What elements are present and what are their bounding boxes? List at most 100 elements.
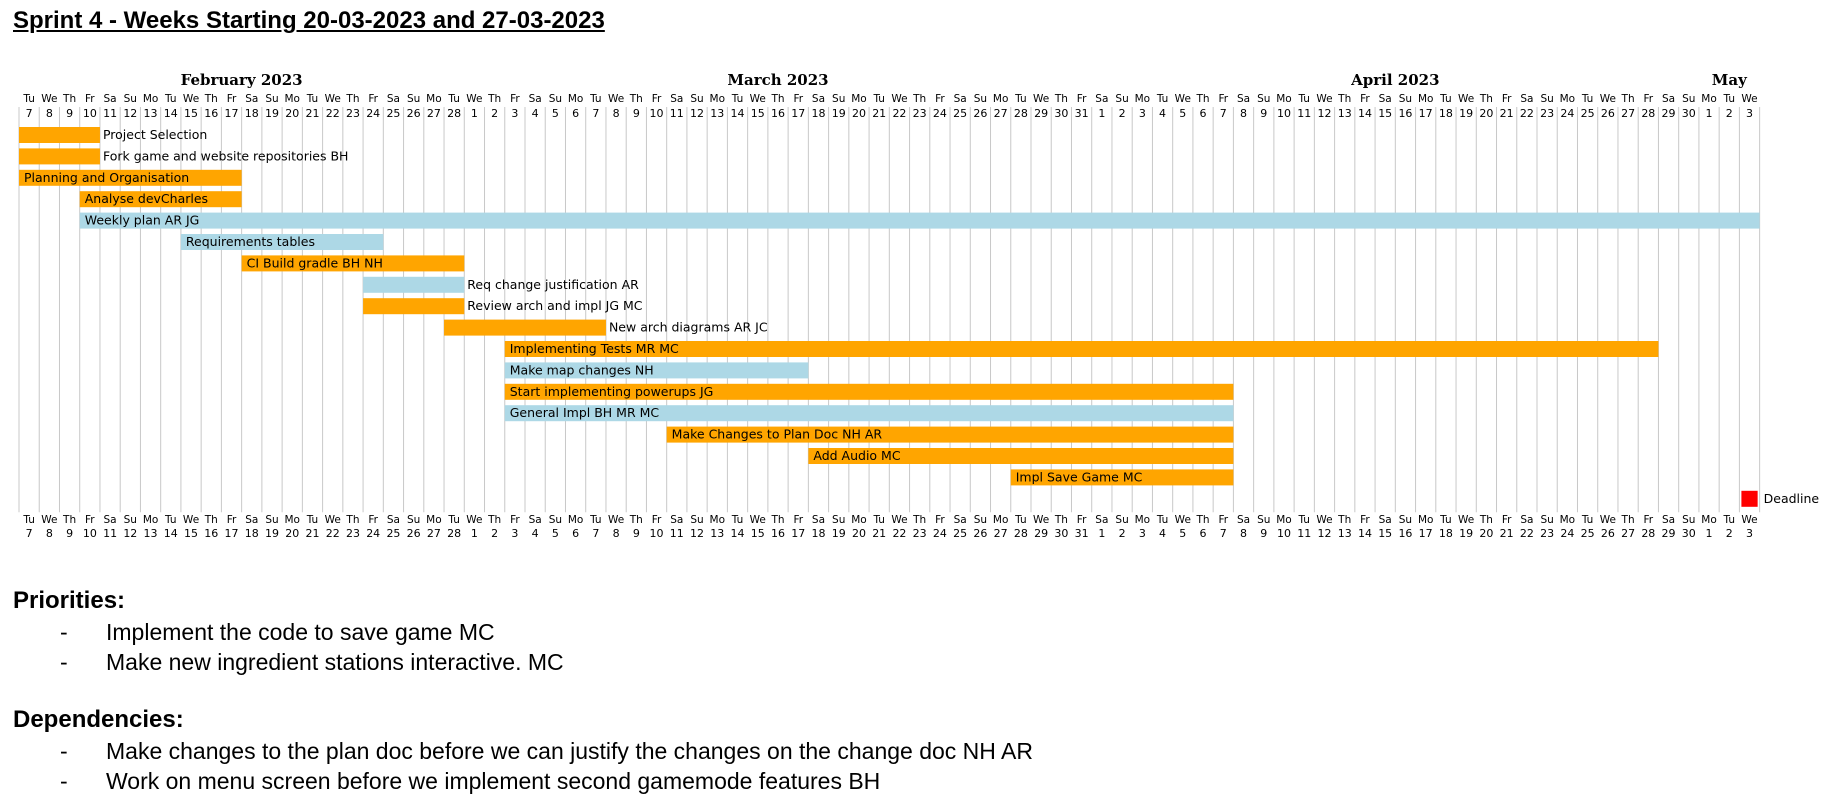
day-number-label: 29	[1034, 107, 1048, 120]
day-name-label: Fr	[368, 93, 378, 105]
day-name-label: Tu	[1014, 93, 1026, 105]
day-number-label: 5	[552, 107, 559, 120]
day-number-label: 26	[407, 107, 421, 120]
day-name-label: Tu	[1581, 514, 1593, 526]
day-number-label: 15	[1378, 107, 1392, 120]
day-name-label: We	[750, 514, 766, 526]
day-name-label: Th	[912, 514, 926, 526]
day-name-label: Tu	[1439, 514, 1451, 526]
day-number-label: 15	[1378, 527, 1392, 540]
day-name-label: Mo	[993, 514, 1008, 526]
day-number-label: 6	[572, 107, 579, 120]
day-number-label: 11	[1297, 107, 1311, 120]
day-number-label: 30	[1682, 107, 1696, 120]
day-name-label: We	[1458, 514, 1474, 526]
day-number-label: 16	[1398, 527, 1412, 540]
day-number-label: 27	[994, 527, 1008, 540]
day-name-label: Su	[549, 514, 562, 526]
day-name-label: Fr	[85, 93, 95, 105]
day-number-label: 22	[1520, 107, 1534, 120]
day-number-label: 7	[26, 527, 33, 540]
day-number-label: 30	[1682, 527, 1696, 540]
day-name-label: Mo	[1418, 514, 1433, 526]
day-number-label: 17	[791, 527, 805, 540]
task-label: Make map changes NH	[510, 362, 654, 377]
day-name-label: We	[183, 514, 199, 526]
priority-text: Make new ingredient stations interactive…	[106, 649, 564, 675]
day-number-label: 2	[1726, 107, 1733, 120]
day-name-label: Mo	[284, 514, 299, 526]
day-number-label: 6	[572, 527, 579, 540]
day-number-label: 1	[1706, 527, 1713, 540]
day-name-label: Sa	[1662, 93, 1675, 105]
task-label: General Impl BH MR MC	[510, 405, 660, 420]
day-name-label: Th	[345, 514, 359, 526]
day-number-label: 20	[285, 527, 299, 540]
day-number-label: 20	[1479, 107, 1493, 120]
day-number-label: 25	[953, 527, 967, 540]
month-label: March 2023	[727, 71, 828, 89]
day-number-label: 14	[731, 527, 745, 540]
day-name-label: Sa	[1095, 93, 1108, 105]
bullet-dash: -	[60, 768, 68, 794]
day-name-label: Fr	[1077, 514, 1087, 526]
day-name-label: Tu	[1156, 514, 1168, 526]
day-name-label: Th	[770, 514, 784, 526]
day-name-label: Mo	[710, 93, 725, 105]
day-name-label: Tu	[306, 514, 318, 526]
day-name-label: Mo	[710, 514, 725, 526]
dependencies-list: - Make changes to the plan doc before we …	[13, 736, 1033, 796]
day-number-label: 9	[66, 107, 73, 120]
day-name-label: Th	[1479, 514, 1493, 526]
dependencies-heading: Dependencies:	[13, 706, 184, 733]
day-number-label: 27	[994, 107, 1008, 120]
day-number-label: 8	[46, 107, 53, 120]
day-number-label: 20	[1479, 527, 1493, 540]
day-name-label: Sa	[387, 93, 400, 105]
day-name-label: Tu	[1156, 93, 1168, 105]
day-number-label: 12	[690, 527, 704, 540]
day-number-label: 6	[1200, 527, 1207, 540]
day-name-label: Fr	[935, 93, 945, 105]
day-number-label: 8	[613, 107, 620, 120]
day-name-label: We	[1033, 93, 1049, 105]
day-name-label: We	[1316, 514, 1332, 526]
task-label: Planning and Organisation	[24, 170, 189, 185]
day-number-label: 27	[427, 527, 441, 540]
day-number-label: 2	[1726, 527, 1733, 540]
day-name-label: Sa	[1379, 93, 1392, 105]
day-name-label: Th	[1479, 93, 1493, 105]
day-number-label: 20	[285, 107, 299, 120]
day-number-label: 10	[83, 527, 97, 540]
day-number-label: 25	[1581, 527, 1595, 540]
day-number-label: 26	[1601, 107, 1615, 120]
task-bar	[19, 127, 100, 143]
day-number-label: 23	[346, 527, 360, 540]
day-name-label: Tu	[589, 514, 601, 526]
priorities-heading: Priorities:	[13, 587, 126, 614]
month-label: April 2023	[1350, 71, 1439, 89]
day-name-label: We	[891, 93, 907, 105]
day-name-label: Th	[345, 93, 359, 105]
day-name-label: Mo	[993, 93, 1008, 105]
day-name-label: Tu	[872, 93, 884, 105]
day-name-label: Th	[1337, 514, 1351, 526]
day-number-label: 17	[791, 107, 805, 120]
day-number-label: 10	[650, 527, 664, 540]
day-number-label: 10	[1277, 527, 1291, 540]
day-name-label: Fr	[793, 93, 803, 105]
day-name-label: Sa	[670, 514, 683, 526]
day-number-label: 28	[1641, 107, 1655, 120]
dependencies-section: Dependencies: - Make changes to the plan …	[13, 706, 1033, 796]
day-number-label: 2	[1119, 527, 1126, 540]
day-number-label: 3	[1139, 527, 1146, 540]
day-name-label: Tu	[1014, 514, 1026, 526]
day-number-label: 21	[305, 527, 319, 540]
day-name-label: We	[891, 514, 907, 526]
day-number-label: 1	[1706, 107, 1713, 120]
bullet-dash: -	[60, 619, 68, 645]
day-name-label: Sa	[1662, 514, 1675, 526]
day-number-label: 14	[164, 527, 178, 540]
day-number-label: 26	[1601, 527, 1615, 540]
day-name-label: Tu	[1297, 93, 1309, 105]
